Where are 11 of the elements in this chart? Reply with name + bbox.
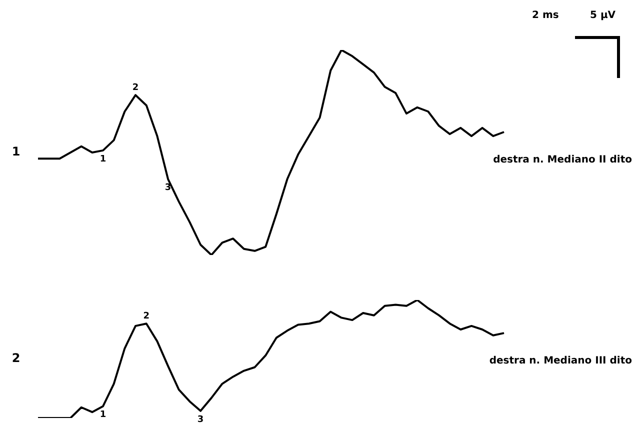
series-label: 1 xyxy=(100,154,106,164)
scale-bar: 2 ms 5 µV xyxy=(530,4,622,80)
text: 2 xyxy=(12,351,20,366)
annotation: 3 xyxy=(164,182,172,193)
annotation: 1 xyxy=(100,410,106,420)
annotation: 2 xyxy=(132,82,139,93)
annotation: destra n. Mediano II dito xyxy=(493,154,632,166)
text: 1 xyxy=(12,144,20,159)
annotation: 3 xyxy=(197,414,204,425)
series-label: 2 xyxy=(143,311,150,322)
annotation: destra n. Mediano III dito xyxy=(489,356,632,367)
